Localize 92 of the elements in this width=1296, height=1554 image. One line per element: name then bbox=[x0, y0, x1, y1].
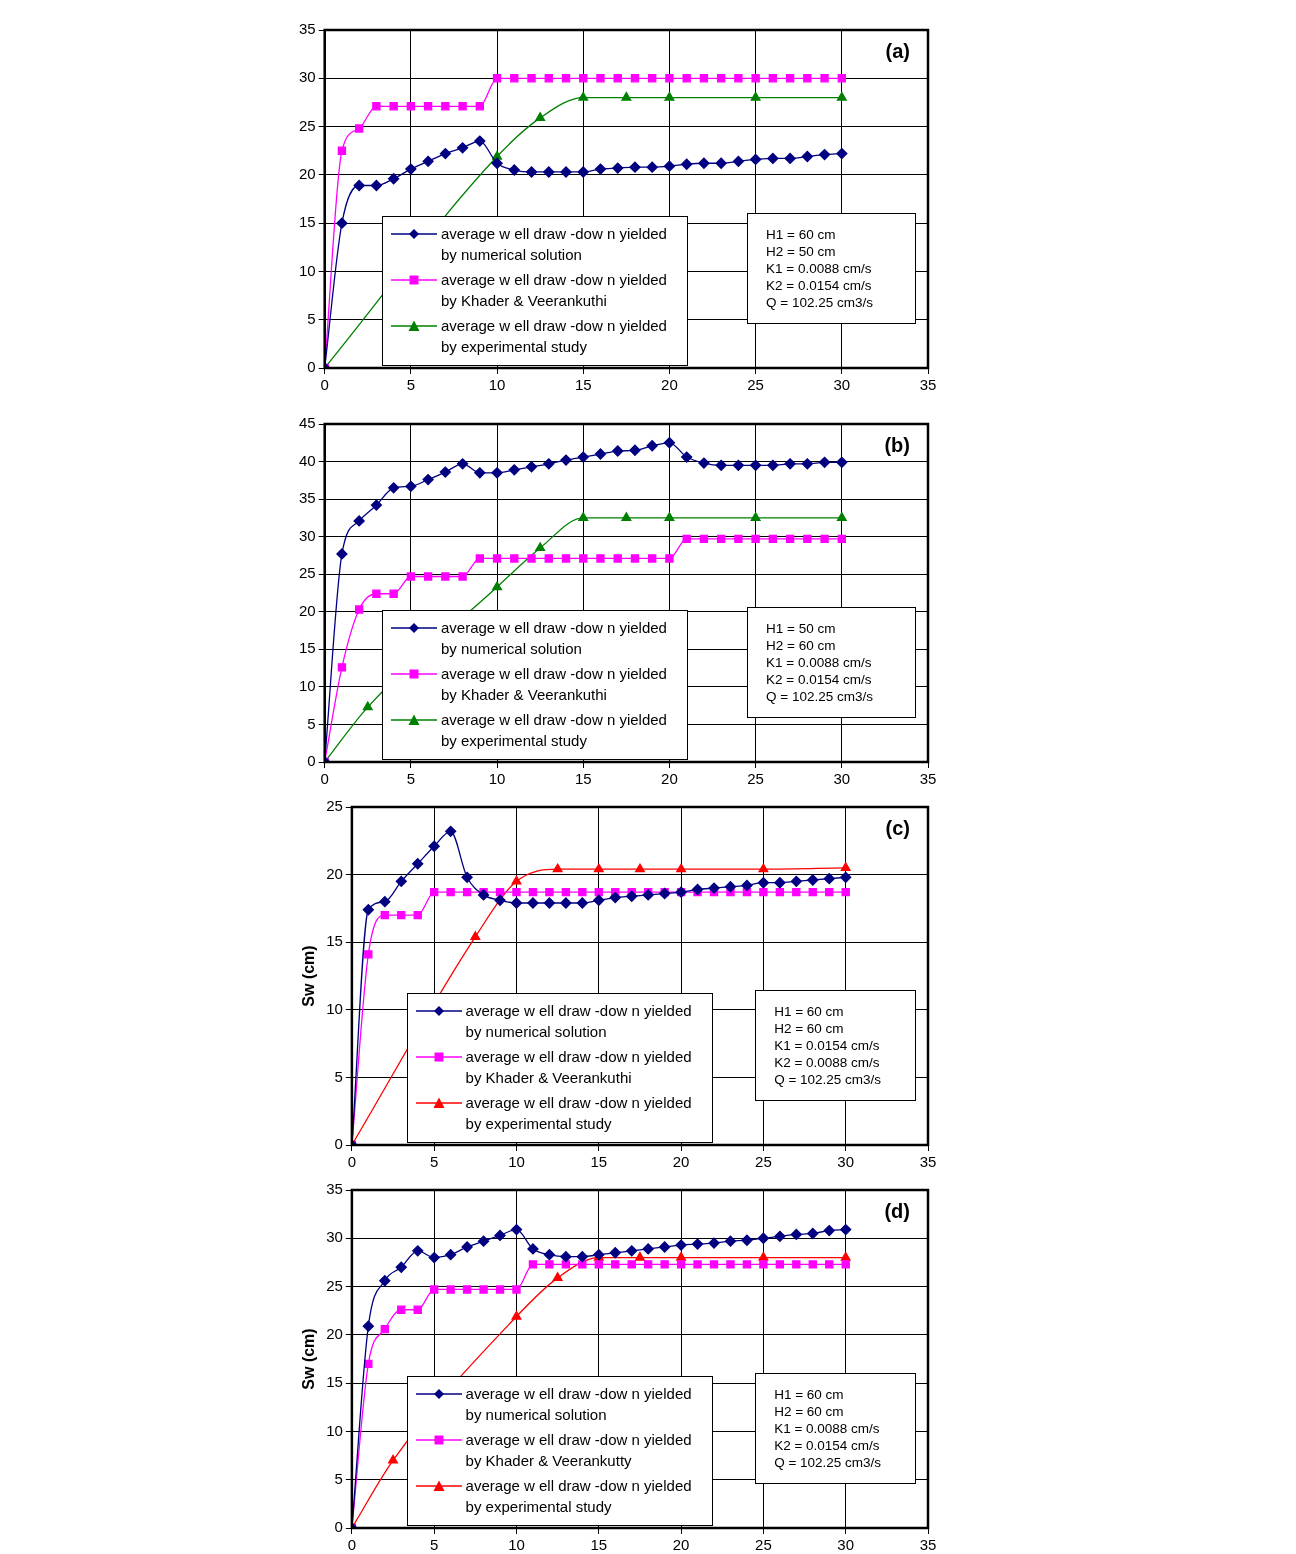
x-tick-label: 20 bbox=[661, 376, 678, 394]
x-tick-label: 10 bbox=[508, 1536, 525, 1554]
annotation: K1 = 0.0154 cm/s bbox=[774, 1037, 881, 1055]
annotation: Q = 102.25 cm3/s bbox=[774, 1454, 883, 1472]
annotation: K2 = 0.0154 cm/s bbox=[766, 277, 873, 295]
text: (b) bbox=[884, 433, 910, 456]
y-tick-label: 35 bbox=[326, 1180, 343, 1198]
x-tick-label: 0 bbox=[347, 1153, 357, 1171]
y-tick-label: 5 bbox=[307, 714, 316, 732]
annotation: K2 = 0.0088 cm/s bbox=[774, 1054, 881, 1072]
annotation: Q = 102.25 cm3/s bbox=[774, 1071, 883, 1089]
y-tick-label: 20 bbox=[299, 165, 316, 182]
y-tick-label: 15 bbox=[299, 639, 316, 657]
x-tick-label: 15 bbox=[574, 376, 592, 394]
y-tick-label: 35 bbox=[299, 20, 316, 38]
y-tick-label: 20 bbox=[299, 601, 316, 619]
text: (c) bbox=[885, 816, 910, 839]
legend-label: average w ell draw -dow n yielded by experimental study bbox=[440, 710, 668, 751]
y-tick-label: 0 bbox=[334, 1518, 343, 1536]
x-tick-label: 20 bbox=[661, 770, 678, 788]
y-tick-label: 20 bbox=[326, 1325, 343, 1342]
y-tick-label: 10 bbox=[326, 1421, 343, 1439]
y-tick-label: 30 bbox=[299, 68, 316, 86]
annotation: K1 = 0.0088 cm/s bbox=[766, 260, 873, 278]
y-tick-label: 0 bbox=[307, 358, 316, 376]
x-tick-label: 15 bbox=[574, 770, 592, 788]
annotation: Q = 102.25 cm3/s bbox=[766, 294, 874, 312]
x-tick-label: 5 bbox=[406, 376, 416, 394]
x-tick-label: 25 bbox=[755, 1153, 772, 1171]
legend-label: average w ell draw -dow n yielded by experimental study bbox=[465, 1093, 693, 1134]
y-tick-label: 45 bbox=[299, 414, 316, 432]
x-tick-label: 5 bbox=[430, 1536, 439, 1554]
annotation: H2 = 60 cm bbox=[774, 1403, 845, 1421]
x-tick-label: 30 bbox=[837, 1153, 855, 1171]
annotation: K2 = 0.0154 cm/s bbox=[766, 671, 873, 689]
annotation: H2 = 50 cm bbox=[766, 243, 837, 261]
x-tick-label: 10 bbox=[488, 376, 506, 394]
y-tick-label: 15 bbox=[326, 1373, 343, 1391]
y-tick-label: 10 bbox=[326, 999, 343, 1017]
y-tick-label: 35 bbox=[299, 489, 316, 507]
annotation: H1 = 60 cm bbox=[774, 1003, 845, 1021]
y-tick-label: 10 bbox=[299, 677, 316, 695]
x-tick-label: 30 bbox=[833, 770, 851, 788]
y-tick-label: 25 bbox=[299, 116, 316, 134]
annotation: K1 = 0.0088 cm/s bbox=[774, 1420, 881, 1438]
y-tick-label: 0 bbox=[334, 1135, 343, 1153]
x-tick-label: 0 bbox=[347, 1536, 357, 1554]
legend-label: average w ell draw -dow n yielded by experimental study bbox=[465, 1476, 693, 1517]
x-tick-label: 35 bbox=[919, 1536, 937, 1554]
x-tick-label: 30 bbox=[833, 376, 851, 394]
x-tick-label: 30 bbox=[837, 1536, 855, 1554]
y-axis-title: Sw (cm) bbox=[300, 1328, 318, 1390]
x-tick-label: 25 bbox=[755, 1536, 772, 1554]
y-tick-label: 5 bbox=[307, 309, 316, 327]
annotation: K2 = 0.0154 cm/s bbox=[774, 1437, 881, 1455]
annotation: H1 = 50 cm bbox=[766, 620, 837, 638]
x-tick-label: 20 bbox=[672, 1153, 690, 1171]
y-tick-label: 30 bbox=[299, 526, 316, 544]
y-tick-label: 15 bbox=[299, 213, 316, 231]
y-tick-label: 25 bbox=[326, 1276, 343, 1294]
y-tick-label: 25 bbox=[299, 564, 316, 582]
y-tick-label: 15 bbox=[326, 932, 343, 950]
y-tick-label: 5 bbox=[334, 1067, 343, 1085]
x-tick-label: 15 bbox=[590, 1153, 608, 1171]
y-tick-label: 5 bbox=[334, 1469, 343, 1487]
text: (a) bbox=[885, 39, 910, 62]
legend-label: average w ell draw -dow n yielded by experimental study bbox=[440, 316, 668, 357]
x-tick-label: 25 bbox=[747, 770, 764, 788]
x-tick-label: 5 bbox=[406, 770, 416, 788]
x-tick-label: 35 bbox=[919, 1153, 937, 1171]
y-axis-title: Sw (cm) bbox=[300, 945, 318, 1007]
y-tick-label: 10 bbox=[299, 261, 316, 279]
annotation: H1 = 60 cm bbox=[774, 1386, 845, 1404]
annotation: H2 = 60 cm bbox=[766, 637, 837, 655]
y-tick-label: 25 bbox=[326, 797, 343, 815]
annotation: Q = 102.25 cm3/s bbox=[766, 688, 874, 706]
annotation: H2 = 60 cm bbox=[774, 1020, 845, 1038]
x-tick-label: 10 bbox=[488, 770, 506, 788]
x-tick-label: 35 bbox=[919, 376, 937, 394]
x-tick-label: 5 bbox=[430, 1153, 439, 1171]
y-tick-label: 30 bbox=[326, 1228, 343, 1246]
x-tick-label: 25 bbox=[747, 376, 764, 394]
annotation: K1 = 0.0088 cm/s bbox=[766, 654, 873, 672]
y-tick-label: 40 bbox=[299, 451, 316, 469]
x-tick-label: 35 bbox=[919, 770, 937, 788]
x-tick-label: 20 bbox=[672, 1536, 690, 1554]
annotation: H1 = 60 cm bbox=[766, 226, 837, 244]
y-tick-label: 20 bbox=[326, 864, 343, 882]
text: (d) bbox=[884, 1199, 910, 1222]
x-tick-label: 10 bbox=[508, 1153, 525, 1171]
y-tick-label: 0 bbox=[307, 752, 316, 770]
x-tick-label: 15 bbox=[590, 1536, 608, 1554]
